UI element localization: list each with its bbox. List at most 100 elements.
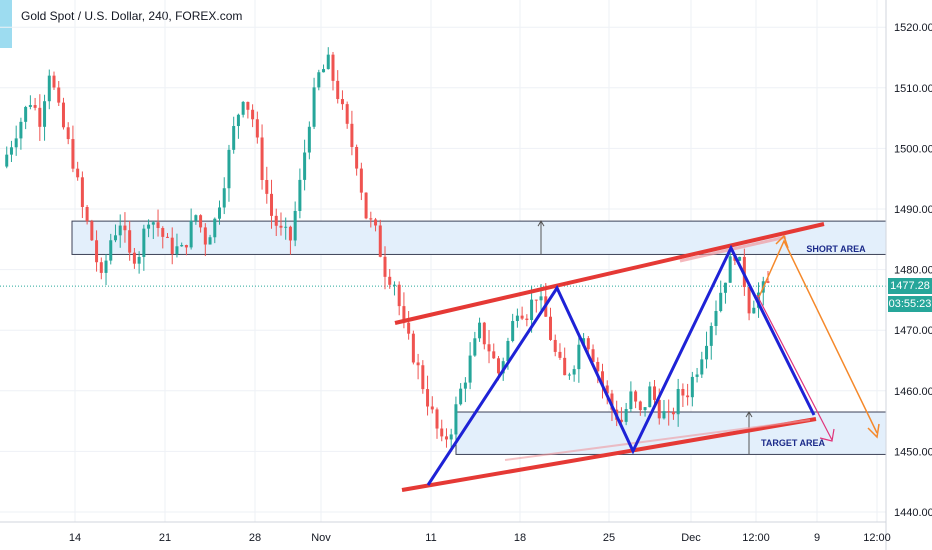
candle-body — [336, 80, 340, 100]
candle-body — [686, 395, 690, 398]
candle-body — [274, 215, 278, 226]
candle-body — [530, 299, 534, 321]
candle-body — [582, 338, 586, 345]
candle-body — [426, 389, 430, 407]
time-tick-label: Nov — [311, 532, 331, 544]
candle-body — [662, 411, 666, 419]
candle-body — [459, 388, 463, 405]
candle-body — [525, 318, 529, 321]
channel-bottom-line — [401, 417, 817, 492]
candle-body — [653, 386, 657, 400]
candle-body — [610, 393, 614, 410]
candle-body — [38, 107, 42, 127]
candle-body — [563, 357, 567, 376]
candle-body — [454, 404, 458, 435]
chart-corner-tab[interactable] — [0, 0, 12, 48]
candle-body — [118, 225, 122, 236]
price-tick-label: 1450.00 — [894, 446, 932, 458]
candle-body — [350, 123, 354, 147]
candle-body — [657, 399, 661, 419]
candle-body — [194, 215, 198, 221]
candle-body — [577, 344, 581, 370]
time-axis: 14 21 28 Nov 11 18 25 Dec 12:00 9 12:00 — [0, 521, 891, 544]
pink-arrowhead — [819, 428, 835, 442]
candle-body — [506, 340, 510, 362]
candle-body — [728, 256, 732, 283]
candle-body — [496, 358, 500, 374]
candle-body — [752, 307, 756, 314]
candle-body — [5, 154, 9, 167]
candle-body — [284, 226, 288, 228]
candle-body — [260, 137, 264, 181]
candle-body — [189, 220, 193, 248]
price-tick-label: 1480.00 — [894, 265, 932, 277]
candle-body — [444, 436, 448, 440]
candle-body — [624, 409, 628, 422]
candle-body — [553, 339, 557, 352]
orange-arrowhead-up — [775, 234, 789, 249]
time-tick-label: 18 — [514, 532, 526, 544]
candle-body — [317, 72, 321, 88]
candle-body — [572, 369, 576, 375]
candle-body — [463, 382, 467, 389]
candle-body — [128, 230, 132, 253]
price-axis: 1440.00 1450.00 1460.00 1470.00 1480.00 1490.… — [885, 0, 932, 550]
candle-body — [738, 256, 742, 261]
candle-body — [681, 388, 685, 396]
candle-body — [161, 228, 165, 237]
candle-body — [326, 54, 330, 70]
candle-body — [378, 225, 382, 257]
bar-countdown-badge: 03:55:23 — [888, 296, 932, 313]
candle-body — [548, 316, 552, 340]
price-tick-label: 1510.00 — [894, 83, 932, 95]
candle-body — [288, 226, 292, 241]
candle-body — [14, 138, 18, 148]
candle-body — [331, 54, 335, 81]
target-area-range-arrowhead — [745, 411, 753, 418]
candle-body — [364, 192, 368, 219]
candle-body — [24, 106, 28, 122]
candle-body — [340, 99, 344, 105]
time-tick-label: 12:00 — [863, 532, 891, 544]
candle-body — [203, 227, 207, 245]
candle-body — [57, 87, 61, 103]
candle-body — [671, 412, 675, 415]
candle-body — [298, 179, 302, 211]
candle-body — [184, 245, 188, 248]
candle-body — [99, 262, 103, 273]
time-tick-label: 14 — [69, 532, 81, 544]
candle-body — [170, 237, 174, 255]
price-tick-label: 1500.00 — [894, 143, 932, 155]
candle-body — [232, 126, 236, 150]
candle-body — [307, 126, 311, 153]
candle-body — [383, 256, 387, 277]
candle-body — [695, 374, 699, 377]
candle-body — [345, 104, 349, 124]
candle-body — [648, 386, 652, 408]
candle-body — [61, 102, 65, 128]
candle-body — [619, 419, 623, 422]
candle-body — [213, 218, 217, 238]
candle-body — [137, 256, 141, 264]
candle-body — [766, 281, 770, 283]
short-area-range-arrowhead — [537, 220, 545, 227]
candle-body — [104, 260, 108, 273]
candle-body — [520, 315, 524, 319]
orange-arrowhead-down — [867, 423, 880, 439]
candle-body — [440, 428, 444, 437]
candle-body — [147, 224, 151, 229]
candle-body — [293, 210, 297, 241]
candle-body — [435, 409, 439, 429]
candle-body — [85, 207, 89, 222]
time-tick-label: 12:00 — [742, 532, 770, 544]
candle-body — [567, 374, 571, 376]
drawings — [394, 222, 880, 492]
candle-body — [71, 139, 75, 169]
candle-body — [76, 168, 80, 178]
candle-body — [279, 225, 283, 228]
candle-body — [303, 152, 307, 180]
candle-body — [596, 361, 600, 372]
candle-body — [359, 168, 363, 193]
candle-body — [634, 391, 638, 402]
